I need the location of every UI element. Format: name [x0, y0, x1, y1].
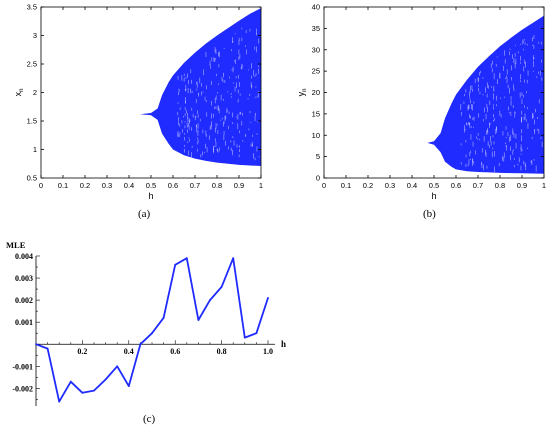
x-tick-label: 0.2 — [80, 181, 90, 190]
y-tick-label: 0.004 — [15, 252, 33, 261]
mle-point — [185, 257, 188, 260]
x-tick-label: 0.4 — [407, 181, 417, 190]
y-tick-label: -0.001 — [12, 362, 33, 371]
x-tick-label: 1 — [542, 181, 546, 190]
x-tick-label: 0.8 — [495, 181, 505, 190]
mle-point — [174, 263, 177, 266]
x-tick-label: 0.3 — [102, 181, 112, 190]
x-axis-label: h — [281, 339, 286, 349]
caption-b: (b) — [423, 208, 436, 220]
y-tick-label: 10 — [312, 131, 320, 140]
mle-point — [139, 343, 142, 346]
x-axis-label: h — [431, 191, 436, 201]
bifurcation-band — [41, 8, 261, 166]
y-tick-label: -0.002 — [12, 384, 33, 393]
mle-point — [58, 400, 61, 403]
y-axis-label: yn — [296, 89, 308, 97]
x-tick-label: 0.5 — [429, 181, 439, 190]
y-tick-label: 20 — [312, 88, 320, 97]
y-tick-label: 3 — [33, 31, 37, 40]
x-tick-label: 0.1 — [341, 181, 351, 190]
mle-point — [162, 316, 165, 319]
y-axis-label-subscript: n — [302, 89, 308, 92]
mle-point — [46, 347, 49, 350]
x-tick-label: 0.6 — [168, 181, 178, 190]
y-tick-label: 25 — [312, 67, 320, 76]
mle-point — [69, 380, 72, 383]
mle-point — [197, 319, 200, 321]
y-tick-label: 35 — [312, 24, 320, 33]
y-tick-label: 0.003 — [15, 274, 33, 283]
y-tick-label: 1.5 — [27, 117, 37, 126]
mle-point — [93, 389, 95, 392]
x-tick-label: 0.2 — [363, 181, 373, 190]
x-tick-label: 0.4 — [124, 347, 134, 356]
y-tick-label: 2 — [33, 88, 37, 97]
bifurcation-band — [324, 15, 544, 174]
mle-point — [220, 286, 223, 288]
x-tick-label: 0.7 — [190, 181, 200, 190]
mle-point — [127, 385, 130, 387]
x-tick-label: 0.6 — [170, 347, 180, 356]
x-tick-label: 0.9 — [234, 181, 244, 190]
mle-point — [243, 336, 246, 339]
x-tick-label: 0.8 — [212, 181, 222, 190]
y-axis-label-subscript: n — [19, 89, 25, 92]
bifurcation-gaps — [460, 35, 543, 173]
mle-point — [116, 365, 119, 368]
mle-point — [35, 343, 37, 346]
x-axis-label: h — [148, 191, 153, 201]
mle-line — [35, 257, 269, 403]
mle-point — [151, 332, 153, 335]
x-tick-label: 0.9 — [517, 181, 527, 190]
x-tick-label: 1.0 — [263, 347, 273, 356]
x-tick-label: 0.1 — [58, 181, 68, 190]
caption-a: (a) — [138, 208, 151, 220]
y-tick-label: 1 — [33, 145, 37, 154]
panel-a: 0 0.1 0.2 0.3 0.4 0.5 0.6 0.7 0.8 0.9 1 0.5 1 1.5 2 2.5… — [13, 3, 263, 202]
x-tick-label: 0.6 — [451, 181, 461, 190]
mle-point — [255, 332, 258, 335]
y-axis-label: MLE — [6, 240, 26, 250]
x-tick-label: 0.3 — [385, 181, 395, 190]
y-tick-label: 0.002 — [15, 296, 33, 305]
panel-b: 0 0.1 0.2 0.3 0.4 0.5 0.6 0.7 0.8 0.9 105101520253… — [296, 3, 546, 202]
caption-c: (c) — [143, 413, 156, 425]
x-tick-label: 0 — [322, 181, 326, 190]
x-tick-label: 0.4 — [124, 181, 134, 190]
y-tick-label: 3.5 — [27, 3, 37, 12]
y-tick-label: 0.5 — [27, 174, 37, 183]
y-tick-label: 0.001 — [15, 318, 33, 327]
y-axis-label: xn — [13, 89, 25, 97]
y-tick-label: 0 — [316, 174, 320, 183]
bifurcation-gaps — [177, 27, 260, 161]
mle-point — [81, 391, 84, 394]
mle-point — [209, 299, 211, 301]
y-tick-label: 40 — [312, 3, 320, 12]
y-tick-label: 2.5 — [27, 60, 37, 69]
x-tick-label: 1 — [259, 181, 263, 190]
x-tick-label: 0.8 — [217, 347, 227, 356]
panel-c: 0.2 0.4 0.6 0.8 1.0 -0.002 -0.001 0.001 0.002 0.0… — [6, 240, 286, 406]
y-tick-label: 15 — [312, 109, 320, 118]
x-tick-label: 0 — [39, 181, 43, 190]
y-tick-label: 30 — [312, 45, 320, 54]
y-tick-label: 5 — [316, 152, 320, 161]
x-tick-label: 0.5 — [146, 181, 156, 190]
x-tick-label: 0.2 — [77, 347, 87, 356]
x-tick-label: 0.7 — [473, 181, 483, 190]
mle-point — [267, 297, 269, 299]
mle-point — [104, 378, 107, 381]
mle-point — [232, 257, 235, 260]
